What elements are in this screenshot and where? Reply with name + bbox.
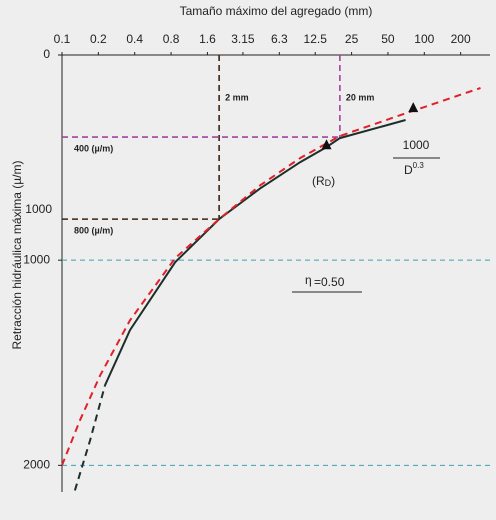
rd-open: (R bbox=[312, 174, 325, 188]
x-tick-label: 25 bbox=[345, 32, 359, 46]
eta-symbol: η bbox=[305, 273, 312, 287]
x-tick-label: 0.8 bbox=[163, 32, 180, 46]
guide-label: 20 mm bbox=[346, 92, 375, 102]
y-axis-title: Retracción hidráulica máxima (µ/m) bbox=[10, 161, 24, 350]
curve bbox=[73, 385, 106, 491]
x-tick-label: 0.2 bbox=[90, 32, 107, 46]
x-tick-label: 6.3 bbox=[271, 32, 288, 46]
marker-triangle bbox=[321, 139, 332, 150]
x-tick-label: 50 bbox=[381, 32, 395, 46]
curve bbox=[104, 119, 406, 386]
x-tick-label: 1.6 bbox=[199, 32, 216, 46]
guide-label: 2 mm bbox=[225, 92, 249, 102]
x-tick-label: 100 bbox=[414, 32, 434, 46]
guide-y-label: 400 (µ/m) bbox=[74, 143, 113, 153]
x-tick-label: 0.4 bbox=[126, 32, 143, 46]
y-annotation: 1000 bbox=[25, 202, 52, 216]
eta-value: =0.50 bbox=[314, 275, 345, 289]
guide-y-label: 800 (µ/m) bbox=[74, 226, 113, 236]
x-tick-label: 0.1 bbox=[54, 32, 71, 46]
rd-label: (RD) bbox=[312, 174, 335, 188]
x-tick-label: 12.5 bbox=[304, 32, 328, 46]
formula-numerator: 1000 bbox=[403, 138, 430, 152]
y-tick-label: 0 bbox=[43, 47, 50, 61]
x-tick-label: 200 bbox=[451, 32, 471, 46]
rd-close: ) bbox=[331, 174, 335, 188]
x-tick-label: 3.15 bbox=[231, 32, 255, 46]
formula-d: D bbox=[404, 163, 413, 177]
chart-title: Tamaño máximo del agregado (mm) bbox=[180, 4, 373, 18]
rd-sub: D bbox=[325, 178, 332, 188]
formula-exp: 0.3 bbox=[413, 161, 425, 170]
y-tick-label: 2000 bbox=[23, 458, 50, 472]
marker-triangle bbox=[408, 102, 419, 113]
y-tick-label: 1000 bbox=[23, 252, 50, 266]
formula-denominator: D0.3 bbox=[404, 161, 424, 177]
